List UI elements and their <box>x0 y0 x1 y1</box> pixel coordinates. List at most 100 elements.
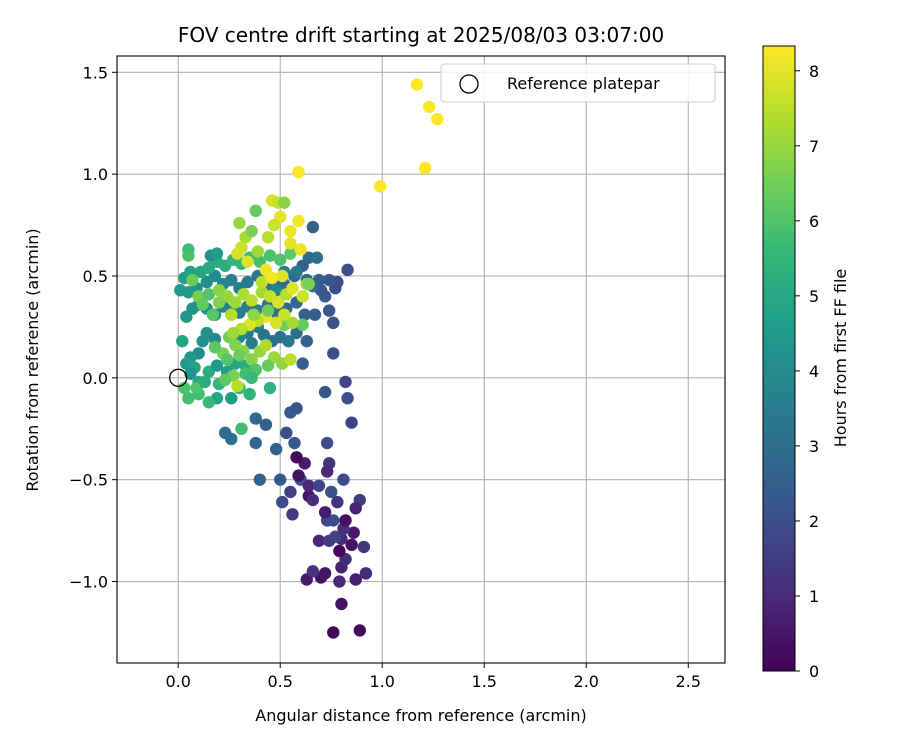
reference-platepar-marker <box>169 368 188 387</box>
scatter-point <box>290 265 303 279</box>
colorbar-tick-label: 7 <box>809 137 819 156</box>
scatter-point <box>267 218 281 232</box>
data-points <box>174 78 444 639</box>
scatter-point <box>333 575 346 588</box>
x-tick-label: 2.5 <box>676 672 701 691</box>
colorbar-tick-label: 4 <box>809 362 819 381</box>
grid-lines <box>117 56 725 663</box>
scatter-point <box>202 396 216 409</box>
scatter-point <box>312 479 326 492</box>
scatter-point <box>280 426 293 440</box>
scatter-point <box>318 506 332 519</box>
colorbar-tick-label: 3 <box>809 437 819 456</box>
y-tick-label: 1.5 <box>83 63 108 82</box>
scatter-point <box>320 465 334 478</box>
scatter-point <box>341 263 354 277</box>
scatter-point <box>306 565 320 578</box>
chart-title: FOV centre drift starting at 2025/08/03 … <box>178 23 664 47</box>
legend-marker <box>459 74 479 94</box>
scatter-point <box>241 255 254 268</box>
scatter-point <box>284 353 297 366</box>
scatter-point <box>296 290 309 303</box>
scatter-point <box>288 436 301 450</box>
scatter-point <box>290 402 303 415</box>
scatter-point <box>337 473 350 486</box>
scatter-point <box>184 367 197 380</box>
scatter-point <box>292 469 305 482</box>
scatter-point <box>345 416 358 429</box>
y-tick-label: 1.0 <box>83 165 108 184</box>
scatter-point <box>278 196 291 209</box>
scatter-point <box>333 544 346 558</box>
scatter-point <box>318 385 332 399</box>
scatter-point <box>373 180 387 193</box>
colorbar-tick-label: 1 <box>809 587 819 606</box>
colorbar-ticks: 0 1 2 3 4 5 6 7 8 <box>795 62 819 681</box>
colorbar-label: Hours from first FF file <box>831 269 850 448</box>
scatter-point <box>410 78 424 91</box>
scatter-point <box>294 243 307 256</box>
scatter-point <box>327 347 340 360</box>
scatter-point <box>325 485 338 499</box>
scatter-point <box>178 381 191 395</box>
legend-label: Reference platepar <box>507 74 660 93</box>
scatter-point <box>286 282 299 295</box>
scatter-point <box>227 326 240 340</box>
scatter-point <box>233 349 246 362</box>
scatter-point <box>302 479 315 492</box>
scatter-point <box>422 100 436 114</box>
colorbar-gradient <box>762 45 796 672</box>
scatter-point <box>210 359 224 372</box>
scatter-point <box>276 269 289 283</box>
scatter-point <box>327 514 340 527</box>
scatter-point <box>274 253 287 266</box>
y-tick-label: −1.0 <box>69 573 108 592</box>
scatter-point <box>186 273 199 287</box>
y-axis-ticks: −1.0 −0.5 0.0 0.5 1.0 1.5 <box>69 63 117 592</box>
scatter-point <box>418 161 432 175</box>
scatter-point <box>225 308 238 321</box>
scatter-point <box>276 495 289 509</box>
scatter-point <box>182 392 195 405</box>
scatter-point <box>261 231 275 244</box>
scatter-point <box>298 308 311 321</box>
scatter-point <box>349 573 362 586</box>
scatter-point <box>331 495 344 509</box>
scatter-point <box>296 357 309 370</box>
scatter-point <box>431 112 444 126</box>
x-tick-label: 2.0 <box>574 672 599 691</box>
scatter-point <box>329 530 342 543</box>
scatter-point <box>271 296 285 309</box>
plot-area-frame <box>116 55 726 664</box>
scatter-point <box>263 249 277 262</box>
scatter-point <box>300 334 313 348</box>
legend-box <box>440 63 716 103</box>
scatter-point <box>353 624 366 637</box>
scatter-point <box>278 308 291 321</box>
x-tick-label: 1.5 <box>472 672 497 691</box>
scatter-point <box>233 216 246 230</box>
scatter-point <box>286 508 299 521</box>
scatter-point <box>282 334 295 348</box>
scatter-point <box>251 245 264 258</box>
scatter-point <box>308 308 322 321</box>
scatter-point <box>206 308 220 321</box>
scatter-point <box>212 296 226 309</box>
scatter-point <box>269 316 283 330</box>
scatter-point <box>210 247 224 260</box>
scatter-point <box>176 334 189 348</box>
colorbar: 0 1 2 3 4 5 6 7 8 Hours from first FF file <box>762 45 850 681</box>
scatter-point <box>259 418 273 431</box>
scatter-point <box>235 422 248 435</box>
scatter-point <box>341 392 354 405</box>
y-tick-label: 0.0 <box>83 369 108 388</box>
scatter-point <box>306 220 320 234</box>
scatter-point <box>269 442 283 456</box>
scatter-point <box>229 296 242 309</box>
scatter-point <box>245 224 258 238</box>
scatter-point <box>349 501 362 515</box>
scatter-point <box>347 526 360 539</box>
x-tick-label: 1.0 <box>370 672 395 691</box>
x-axis-ticks: 0.0 0.5 1.0 1.5 2.0 2.5 <box>165 663 701 691</box>
